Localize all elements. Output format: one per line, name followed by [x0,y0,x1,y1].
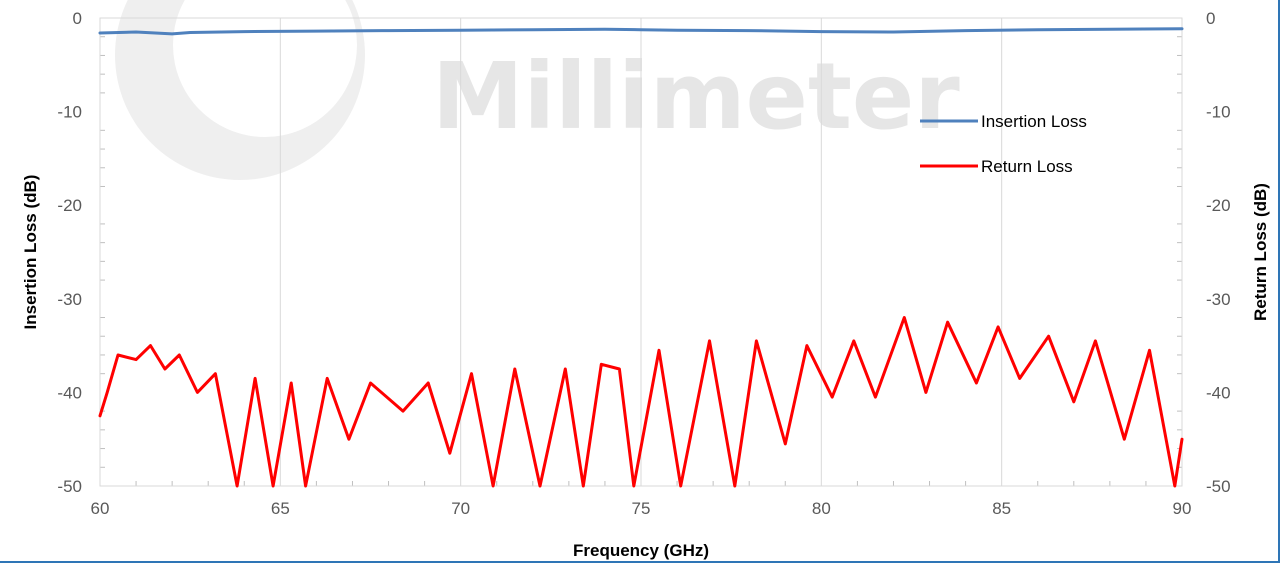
y2-tick-label: -20 [1206,196,1231,215]
watermark-text: Millimeter [432,43,960,150]
y2-tick-label: -50 [1206,477,1231,496]
x-axis-ticks: 60 65 70 75 80 85 90 [91,499,1192,518]
series-line-insertion-loss [98,27,1184,36]
y2-tick-label: -30 [1206,290,1231,309]
y2-tick-label: -40 [1206,383,1231,402]
legend-label-return-loss: Return Loss [981,157,1073,176]
x-tick-label: 85 [992,499,1011,518]
y-tick-label: -20 [57,196,82,215]
x-tick-label: 75 [632,499,651,518]
x-tick-label: 65 [271,499,290,518]
y-tick-label: -30 [57,290,82,309]
legend-label-insertion-loss: Insertion Loss [981,112,1087,131]
series-layer [98,27,1184,488]
x-tick-label: 70 [451,499,470,518]
watermark: Millimeter [115,0,960,180]
plot-area-border [99,17,1183,487]
legend: Insertion Loss Return Loss [920,112,1087,176]
y-tick-label: -10 [57,103,82,122]
y-tick-label: -40 [57,383,82,402]
y2-axis-title: Return Loss (dB) [1251,183,1270,321]
y-axis-title: Insertion Loss (dB) [21,175,40,330]
y2-tick-label: -10 [1206,103,1231,122]
x-axis-title: Frequency (GHz) [573,541,709,560]
y2-tick-label: 0 [1206,9,1215,28]
y-axis-ticks: 0 -10 -20 -30 -40 -50 [57,9,82,496]
y-tick-label: -50 [57,477,82,496]
grid [100,18,1182,486]
x-tick-label: 80 [812,499,831,518]
y-tick-label: 0 [73,9,82,28]
x-tick-label: 90 [1173,499,1192,518]
x-tick-label: 60 [91,499,110,518]
series-line-return-loss [98,316,1184,488]
y2-axis-ticks: 0 -10 -20 -30 -40 -50 [1206,9,1231,496]
